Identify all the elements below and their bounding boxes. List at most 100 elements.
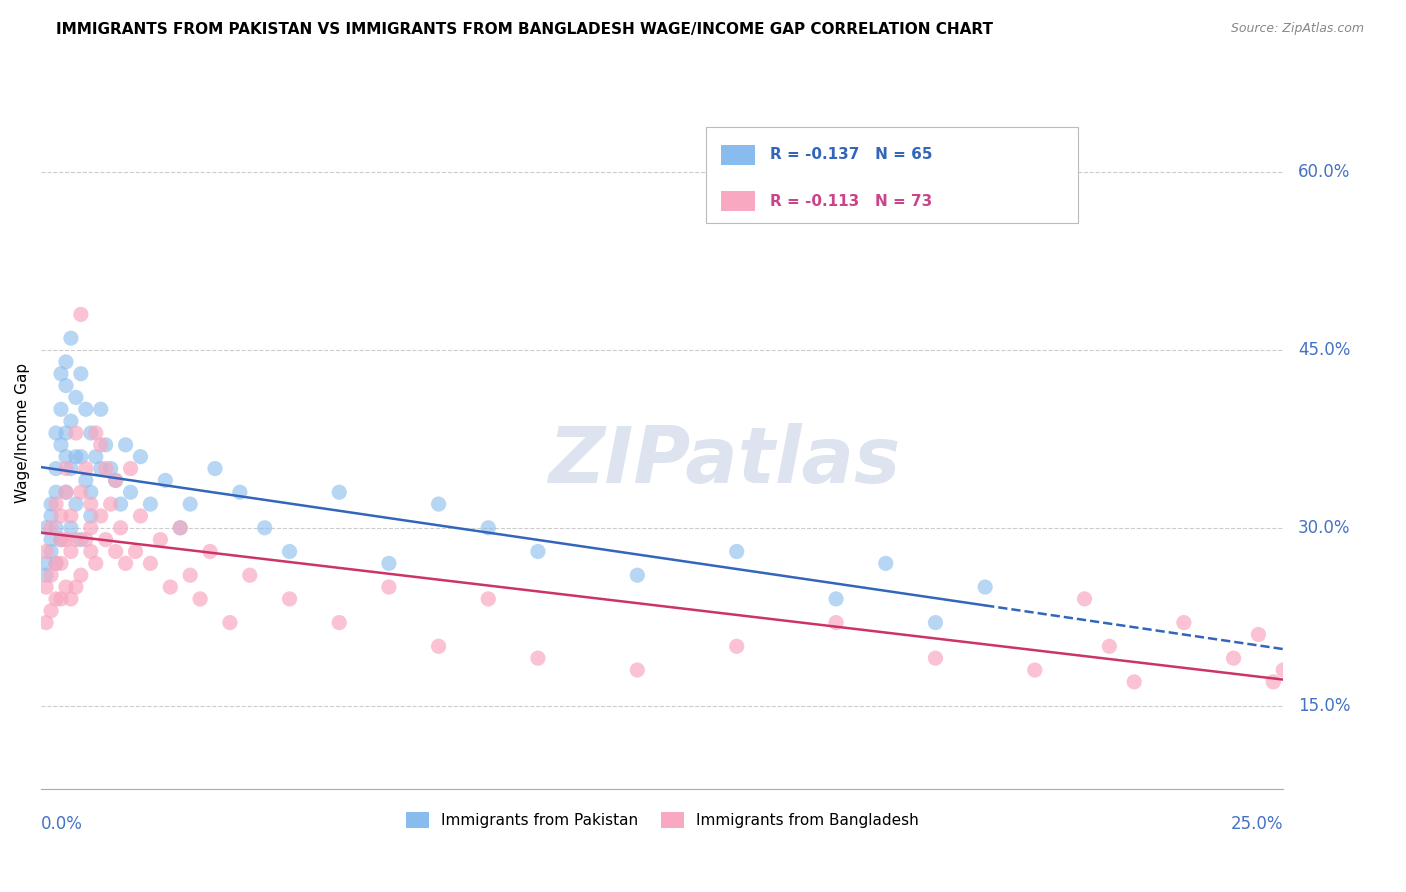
Point: [70, 533, 93, 547]
Point: [139, 557, 162, 571]
Point: [59, 521, 82, 535]
Point: [49, 533, 72, 547]
Text: 25.0%: 25.0%: [1230, 814, 1284, 832]
Point: [45, 461, 67, 475]
Point: [35, 568, 58, 582]
Point: [198, 544, 221, 558]
Point: [94, 533, 117, 547]
Point: [1247, 627, 1270, 641]
Point: [1073, 591, 1095, 606]
Point: [825, 615, 848, 630]
Point: [55, 355, 77, 369]
Point: [45, 425, 67, 440]
Text: Source: ZipAtlas.com: Source: ZipAtlas.com: [1230, 22, 1364, 36]
Text: 15.0%: 15.0%: [1298, 697, 1351, 714]
Point: [70, 485, 93, 500]
Point: [80, 508, 103, 523]
Point: [110, 497, 132, 511]
Point: [378, 557, 401, 571]
Point: [159, 580, 181, 594]
Point: [75, 461, 97, 475]
Point: [155, 474, 177, 488]
Point: [39, 497, 62, 511]
Point: [139, 497, 162, 511]
Point: [65, 533, 87, 547]
Point: [129, 508, 152, 523]
Point: [229, 485, 252, 500]
Point: [1173, 615, 1195, 630]
Point: [427, 640, 450, 654]
Point: [70, 450, 93, 464]
Text: 60.0%: 60.0%: [1298, 163, 1351, 181]
Point: [84, 557, 107, 571]
Point: [527, 544, 550, 558]
Point: [39, 508, 62, 523]
Y-axis label: Wage/Income Gap: Wage/Income Gap: [15, 363, 30, 503]
FancyBboxPatch shape: [720, 145, 755, 165]
Point: [55, 450, 77, 464]
Text: 0.0%: 0.0%: [41, 814, 83, 832]
Point: [45, 497, 67, 511]
Point: [39, 544, 62, 558]
Point: [65, 580, 87, 594]
Point: [1263, 674, 1285, 689]
Point: [90, 508, 112, 523]
Point: [278, 544, 301, 558]
Point: [39, 568, 62, 582]
Point: [80, 497, 103, 511]
Point: [49, 438, 72, 452]
Point: [45, 591, 67, 606]
Point: [1222, 651, 1244, 665]
Point: [55, 580, 77, 594]
Point: [75, 533, 97, 547]
Point: [49, 533, 72, 547]
Point: [114, 438, 136, 452]
Point: [974, 580, 997, 594]
Point: [75, 402, 97, 417]
Point: [59, 508, 82, 523]
Point: [45, 557, 67, 571]
Text: ZIPatlas: ZIPatlas: [548, 424, 900, 500]
Point: [49, 591, 72, 606]
Point: [124, 544, 146, 558]
Point: [70, 568, 93, 582]
Point: [253, 521, 276, 535]
Point: [55, 425, 77, 440]
Point: [49, 557, 72, 571]
Point: [278, 591, 301, 606]
Point: [80, 485, 103, 500]
Point: [328, 615, 350, 630]
Point: [65, 450, 87, 464]
Point: [204, 461, 226, 475]
Point: [924, 651, 946, 665]
Point: [65, 497, 87, 511]
Point: [104, 474, 127, 488]
Point: [100, 461, 122, 475]
Point: [90, 438, 112, 452]
Point: [875, 557, 897, 571]
Point: [35, 557, 58, 571]
Point: [55, 485, 77, 500]
Point: [725, 544, 748, 558]
FancyBboxPatch shape: [706, 128, 1078, 223]
Point: [35, 521, 58, 535]
Point: [94, 438, 117, 452]
Point: [39, 604, 62, 618]
Point: [75, 474, 97, 488]
Point: [1098, 640, 1121, 654]
Point: [924, 615, 946, 630]
Point: [49, 402, 72, 417]
Point: [39, 533, 62, 547]
Point: [59, 414, 82, 428]
Point: [90, 461, 112, 475]
Point: [477, 521, 499, 535]
Point: [94, 461, 117, 475]
Point: [1123, 674, 1146, 689]
Point: [70, 367, 93, 381]
Point: [100, 497, 122, 511]
Point: [104, 544, 127, 558]
Point: [55, 485, 77, 500]
Point: [70, 308, 93, 322]
Point: [45, 485, 67, 500]
Text: R = -0.113   N = 73: R = -0.113 N = 73: [770, 194, 932, 209]
